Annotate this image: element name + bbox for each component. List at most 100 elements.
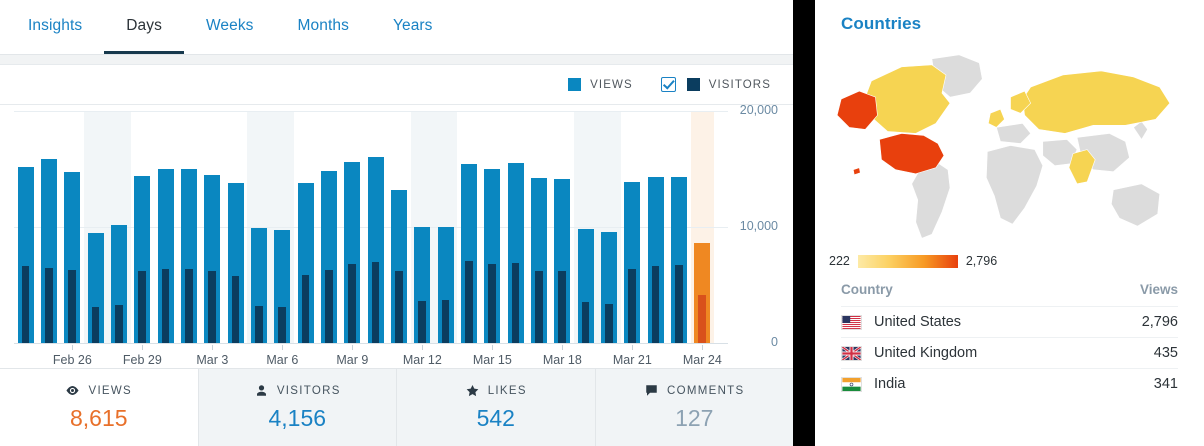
bar-visitors[interactable] [698,294,707,343]
bar-views[interactable] [64,172,81,343]
country-row[interactable]: India 341 [841,368,1178,399]
bar-visitors[interactable] [675,265,683,343]
bar-visitors[interactable] [231,275,240,343]
bar-visitors[interactable] [441,300,450,343]
bar-visitors[interactable] [115,304,123,343]
bar-views[interactable] [670,177,688,343]
bar-views[interactable] [554,179,571,343]
bar-visitors[interactable] [185,268,193,343]
bar-visitors[interactable] [255,305,263,343]
bar-visitors[interactable] [161,268,170,343]
bar-views[interactable] [414,227,431,343]
bar-views[interactable] [274,230,291,343]
chart-bar-group[interactable] [390,111,408,343]
bar-visitors[interactable] [418,301,427,343]
chart-bar-group[interactable] [507,111,524,343]
chart-bar-group[interactable] [437,111,454,343]
bar-views[interactable] [344,162,361,343]
bar-views[interactable] [694,243,711,343]
bar-views[interactable] [484,169,501,343]
bar-chart[interactable]: 20,000 10,000 0 Feb 26 Feb 29 Mar 3 Mar 6 Mar … [0,103,793,398]
chart-bar-group[interactable] [670,111,688,343]
bar-views[interactable] [110,224,128,343]
chart-bar-group[interactable] [694,111,711,343]
bar-views[interactable] [157,169,174,343]
chart-bar-group[interactable] [227,111,244,343]
bar-views[interactable] [507,163,524,343]
tab-years[interactable]: Years [392,16,433,34]
chart-bar-group[interactable] [250,111,268,343]
bar-views[interactable] [250,228,268,343]
bar-visitors[interactable] [488,264,497,343]
bar-views[interactable] [227,182,244,343]
legend-item-visitors[interactable]: VISITORS [660,77,771,92]
chart-bar-group[interactable] [110,111,128,343]
bar-visitors[interactable] [628,268,637,343]
stat-visitors[interactable]: VISITORS 4,156 [198,369,397,446]
bar-views[interactable] [624,181,641,343]
bar-visitors[interactable] [371,261,380,343]
bar-views[interactable] [600,231,618,343]
bar-visitors[interactable] [68,269,77,343]
chart-bar-group[interactable] [274,111,291,343]
bar-visitors[interactable] [581,302,590,343]
chart-bar-group[interactable] [40,111,58,343]
chart-plot-area[interactable] [14,111,728,344]
chart-bar-group[interactable] [180,111,198,343]
bar-visitors[interactable] [91,307,100,343]
bar-views[interactable] [530,178,548,343]
chart-bar-group[interactable] [647,111,664,343]
bar-visitors[interactable] [138,271,147,343]
bar-views[interactable] [297,182,314,343]
chart-bar-group[interactable] [554,111,571,343]
bar-visitors[interactable] [651,266,660,343]
bar-views[interactable] [460,164,478,343]
bar-visitors[interactable] [511,262,520,343]
chart-bar-group[interactable] [460,111,478,343]
chart-bar-group[interactable] [484,111,501,343]
chart-bar-group[interactable] [204,111,221,343]
tab-insights[interactable]: Insights [28,16,83,34]
country-row[interactable]: United Kingdom 435 [841,337,1178,368]
chart-bar-group[interactable] [344,111,361,343]
bar-views[interactable] [647,177,664,343]
chart-bar-group[interactable] [624,111,641,343]
chart-bar-group[interactable] [134,111,151,343]
bar-visitors[interactable] [301,274,310,343]
chart-bar-group[interactable] [367,111,384,343]
chart-bar-group[interactable] [297,111,314,343]
chart-bar-group[interactable] [414,111,431,343]
world-map[interactable] [823,40,1196,248]
bar-visitors[interactable] [395,271,403,343]
bar-visitors[interactable] [535,271,543,343]
bar-views[interactable] [577,229,594,343]
bar-visitors[interactable] [558,271,567,343]
bar-visitors[interactable] [465,260,473,343]
country-row[interactable]: United States 2,796 [841,306,1178,337]
bar-visitors[interactable] [325,269,333,343]
tab-days[interactable]: Days [104,0,184,54]
bar-views[interactable] [40,158,58,343]
chart-bar-group[interactable] [530,111,548,343]
bar-views[interactable] [367,157,384,343]
stat-views[interactable]: VIEWS 8,615 [0,369,199,446]
chart-bar-group[interactable] [87,111,104,343]
stat-likes[interactable]: LIKES 542 [397,369,596,446]
chart-bar-group[interactable] [64,111,81,343]
bar-views[interactable] [17,166,34,343]
bar-views[interactable] [390,189,408,343]
bar-views[interactable] [87,232,104,343]
bar-views[interactable] [437,227,454,343]
chart-bar-group[interactable] [157,111,174,343]
stat-comments[interactable]: COMMENTS 127 [595,369,793,446]
chart-bar-group[interactable] [17,111,34,343]
bar-views[interactable] [134,175,151,343]
bar-visitors[interactable] [348,264,357,343]
tab-months[interactable]: Months [297,16,349,34]
bar-views[interactable] [204,174,221,343]
bar-visitors[interactable] [208,271,217,343]
legend-item-views[interactable]: VIEWS [568,78,633,91]
bar-views[interactable] [180,169,198,343]
bar-views[interactable] [320,171,338,343]
tab-weeks[interactable]: Weeks [205,16,254,34]
